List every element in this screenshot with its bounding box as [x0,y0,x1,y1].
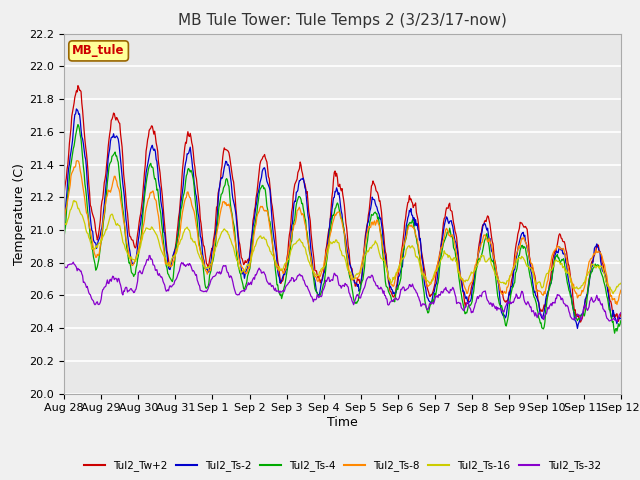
Tul2_Ts-4 [428,301,435,307]
Tul2_Ts-8 [613,301,621,307]
Tul2_Ts-8 [411,228,419,234]
Tul2_Ts-16 [214,238,222,244]
Tul2_Ts-2 [411,223,419,228]
Tul2_Ts-2 [214,199,222,204]
Tul2_Ts-32 [145,252,153,258]
Tul2_Ts-2 [72,106,80,112]
Tul2_Ts-4 [128,271,136,276]
Tul2_Ts-32 [70,261,78,267]
Tul2_Ts-16 [428,280,435,286]
Line: Tul2_Tw+2: Tul2_Tw+2 [64,85,621,322]
Line: Tul2_Ts-32: Tul2_Ts-32 [64,255,621,321]
Tul2_Ts-8 [185,192,193,198]
Tul2_Ts-32 [428,301,435,307]
Text: MB_tule: MB_tule [72,44,125,58]
Tul2_Ts-2 [70,118,78,124]
Tul2_Ts-8 [70,164,78,170]
Tul2_Ts-8 [214,223,222,229]
Tul2_Ts-32 [185,263,193,268]
Tul2_Tw+2 [128,237,136,243]
Tul2_Tw+2 [577,319,584,325]
Tul2_Ts-32 [617,310,625,316]
Tul2_Ts-16 [411,248,419,254]
Tul2_Tw+2 [214,191,222,196]
Line: Tul2_Ts-8: Tul2_Ts-8 [64,161,621,304]
Tul2_Tw+2 [411,203,419,208]
Tul2_Tw+2 [617,310,625,316]
Tul2_Ts-4 [617,318,625,324]
Tul2_Tw+2 [185,133,193,139]
Tul2_Ts-16 [185,227,193,233]
Tul2_Ts-32 [127,286,135,292]
X-axis label: Time: Time [327,416,358,429]
Tul2_Ts-16 [71,199,79,204]
Tul2_Ts-2 [185,150,193,156]
Tul2_Ts-8 [60,217,68,223]
Tul2_Tw+2 [428,291,435,297]
Tul2_Ts-8 [428,281,435,287]
Y-axis label: Temperature (C): Temperature (C) [13,163,26,264]
Tul2_Ts-16 [609,291,617,297]
Line: Tul2_Ts-2: Tul2_Ts-2 [64,109,621,328]
Tul2_Ts-32 [60,265,68,271]
Tul2_Ts-2 [573,325,581,331]
Tul2_Ts-16 [70,198,78,204]
Tul2_Ts-8 [128,263,136,268]
Tul2_Tw+2 [60,192,68,198]
Line: Tul2_Ts-16: Tul2_Ts-16 [64,201,621,294]
Tul2_Ts-2 [60,219,68,225]
Tul2_Ts-4 [185,166,193,171]
Tul2_Ts-2 [128,260,136,266]
Tul2_Ts-4 [611,330,618,336]
Tul2_Ts-8 [617,288,625,293]
Tul2_Ts-16 [617,280,625,286]
Tul2_Ts-32 [613,318,621,324]
Tul2_Ts-32 [214,269,222,275]
Tul2_Ts-2 [428,300,435,306]
Tul2_Tw+2 [70,100,78,106]
Legend: Tul2_Tw+2, Tul2_Ts-2, Tul2_Ts-4, Tul2_Ts-8, Tul2_Ts-16, Tul2_Ts-32: Tul2_Tw+2, Tul2_Ts-2, Tul2_Ts-4, Tul2_Ts… [80,456,605,476]
Tul2_Ts-4 [214,213,222,219]
Tul2_Ts-16 [128,256,136,262]
Tul2_Ts-16 [60,223,68,228]
Tul2_Tw+2 [74,83,82,88]
Tul2_Ts-4 [60,236,68,241]
Tul2_Ts-4 [411,227,419,232]
Line: Tul2_Ts-4: Tul2_Ts-4 [64,125,621,333]
Tul2_Ts-4 [74,122,82,128]
Tul2_Ts-8 [74,158,81,164]
Tul2_Ts-4 [70,143,78,149]
Tul2_Ts-32 [411,287,419,292]
Title: MB Tule Tower: Tule Temps 2 (3/23/17-now): MB Tule Tower: Tule Temps 2 (3/23/17-now… [178,13,507,28]
Tul2_Ts-2 [617,315,625,321]
